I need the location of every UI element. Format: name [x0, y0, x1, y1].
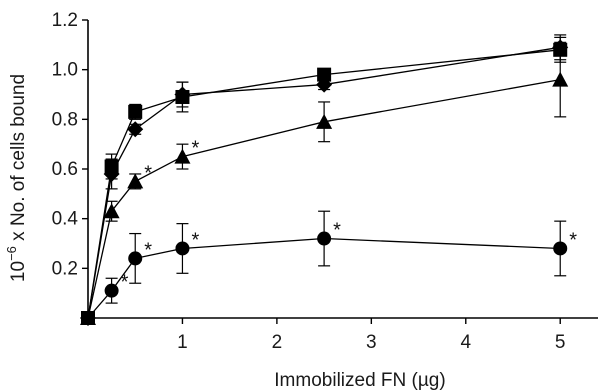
significance-star: * [144, 162, 152, 184]
y-tick-label: 0.4 [52, 209, 79, 230]
y-axis-title-rest: x No. of cells bound [8, 74, 29, 246]
triangle-marker [552, 71, 569, 87]
y-tick-label: 0.2 [52, 258, 78, 279]
series-diamond [80, 34, 569, 326]
triangle-marker [127, 173, 144, 189]
circle-marker [81, 311, 95, 325]
circle-marker [175, 241, 190, 256]
y-tick-label: 1.2 [52, 10, 78, 31]
y-tick-label: 0.8 [52, 109, 78, 130]
series-circle: * * * * * [81, 210, 577, 325]
diamond-marker [174, 86, 191, 103]
triangle-marker [174, 148, 191, 164]
series-line [87, 49, 561, 319]
x-tick-label: 4 [460, 332, 471, 353]
circle-marker [104, 283, 119, 298]
chart-marks: * * * * * * * [80, 34, 577, 326]
x-tick-label: 3 [366, 332, 377, 353]
y-tick-label: 0.6 [52, 159, 78, 180]
axes: 0.2 0.4 0.6 0.8 1.0 1.2 1 2 3 4 5 [52, 10, 598, 353]
triangle-marker [316, 113, 333, 129]
significance-star: * [191, 138, 199, 160]
x-tick-label: 1 [177, 332, 188, 353]
diamond-marker [103, 165, 120, 182]
significance-star: * [569, 229, 577, 251]
square-marker [128, 104, 143, 119]
significance-star: * [191, 229, 199, 251]
x-tick-label: 2 [272, 332, 283, 353]
y-tick-label: 1.0 [52, 60, 78, 81]
y-axis-title-base: 10 [8, 261, 29, 282]
significance-star: * [121, 272, 129, 294]
circle-marker [317, 231, 332, 246]
y-axis-title-exponent: −6 [4, 246, 19, 261]
series-line [87, 46, 561, 319]
x-axis-title: Immobilized FN (µg) [274, 370, 445, 391]
significance-star: * [333, 220, 341, 242]
circle-marker [128, 251, 143, 266]
x-tick-label: 5 [555, 332, 566, 353]
triangle-marker [103, 203, 120, 219]
circle-marker [553, 241, 568, 256]
series-line [87, 78, 561, 319]
y-axis-title: 10−6 x No. of cells bound [4, 74, 29, 282]
diamond-marker [127, 121, 144, 138]
diamond-marker [316, 76, 333, 93]
square-marker [317, 67, 332, 82]
significance-star: * [144, 239, 152, 261]
